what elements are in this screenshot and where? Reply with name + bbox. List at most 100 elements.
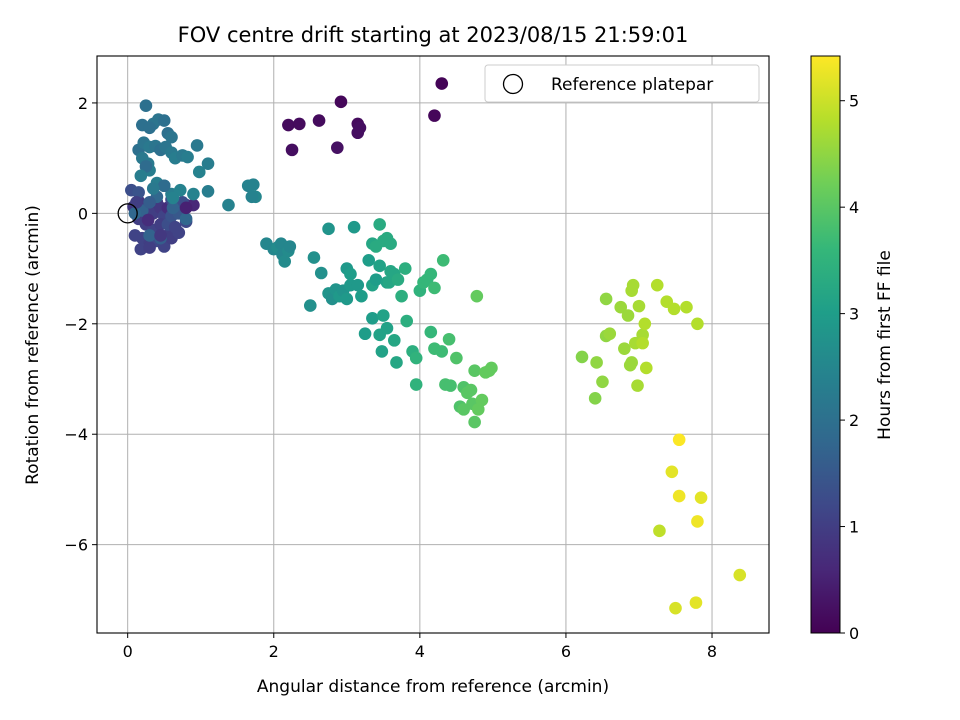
- data-point: [146, 182, 160, 195]
- data-point: [130, 196, 143, 209]
- reference-marker-group: [117, 203, 138, 224]
- data-point: [143, 241, 156, 254]
- x-tick-label: 0: [123, 642, 133, 661]
- data-point: [285, 143, 299, 157]
- y-tick-label: −4: [64, 425, 88, 444]
- colorbar-tick-label: 2: [849, 411, 859, 430]
- data-point: [179, 201, 193, 215]
- data-point: [245, 190, 259, 204]
- data-point: [165, 130, 178, 144]
- data-point: [377, 309, 390, 322]
- data-point: [355, 289, 368, 303]
- colorbar-tick-label: 1: [849, 518, 859, 537]
- colorbar-tick-label: 0: [849, 624, 859, 643]
- data-point: [435, 77, 449, 90]
- data-point: [139, 160, 153, 173]
- data-point: [334, 95, 348, 109]
- data-point: [442, 332, 456, 346]
- data-point: [314, 266, 328, 280]
- colorbar-tick-label: 4: [849, 198, 859, 217]
- colorbar-label: Hours from first FF file: [875, 250, 895, 440]
- data-point: [247, 178, 260, 191]
- data-point: [599, 292, 613, 306]
- data-point: [485, 361, 498, 375]
- data-point: [631, 379, 644, 392]
- data-point: [475, 393, 489, 407]
- data-point: [143, 196, 156, 209]
- legend-reference-marker-icon: [502, 73, 524, 95]
- data-point: [650, 278, 664, 292]
- data-point: [575, 350, 589, 364]
- y-tick-label: −2: [64, 315, 88, 334]
- data-point: [672, 489, 686, 503]
- data-point: [134, 169, 148, 183]
- data-point: [625, 356, 638, 369]
- data-point: [192, 165, 206, 179]
- data-point: [347, 220, 361, 234]
- data-point: [380, 321, 394, 335]
- data-point: [596, 375, 609, 389]
- data-point: [157, 114, 171, 127]
- data-point: [166, 191, 180, 205]
- x-tick-label: 6: [561, 642, 571, 661]
- data-point: [428, 109, 441, 122]
- data-point: [639, 361, 653, 375]
- data-point: [667, 302, 681, 316]
- data-point: [282, 118, 295, 132]
- plot-frame: [96, 55, 770, 634]
- data-point: [409, 378, 423, 391]
- data-point: [278, 255, 292, 268]
- data-point: [362, 253, 376, 267]
- data-point: [435, 345, 449, 358]
- x-tick-label: 4: [415, 642, 425, 661]
- data-point: [322, 222, 335, 236]
- data-point: [444, 379, 457, 392]
- data-point: [344, 267, 357, 281]
- data-point: [409, 351, 423, 365]
- data-point: [179, 212, 193, 226]
- data-point: [400, 314, 414, 328]
- data-point: [733, 568, 747, 582]
- data-point: [638, 317, 652, 331]
- x-tick-label: 2: [269, 642, 279, 661]
- data-point: [168, 220, 182, 234]
- data-point: [154, 229, 167, 242]
- data-point: [398, 262, 412, 275]
- data-point: [187, 187, 200, 201]
- data-point: [424, 267, 438, 281]
- data-point: [190, 139, 204, 152]
- data-point: [128, 207, 142, 220]
- data-point: [428, 281, 441, 295]
- data-points: [125, 77, 747, 615]
- data-point: [665, 465, 679, 479]
- data-point: [603, 327, 617, 341]
- data-point: [387, 334, 401, 347]
- y-tick-label: 0: [78, 204, 88, 223]
- data-point: [588, 392, 602, 405]
- data-point: [626, 278, 640, 292]
- colorbar-tick-label: 5: [849, 92, 859, 111]
- data-point: [618, 342, 631, 355]
- x-tick-label: 8: [707, 642, 717, 661]
- data-point: [201, 184, 215, 198]
- data-point: [366, 311, 379, 325]
- data-point: [331, 141, 344, 154]
- data-point: [307, 251, 321, 264]
- data-point: [468, 364, 481, 378]
- colorbar-ticks: 0 1 2 3 4 5: [840, 92, 859, 643]
- data-point: [141, 213, 155, 227]
- data-point: [143, 229, 156, 242]
- data-point: [691, 515, 704, 528]
- data-point: [470, 289, 484, 303]
- chart-title: FOV centre drift starting at 2023/08/15 …: [178, 23, 689, 47]
- y-tick-label: 2: [78, 94, 88, 113]
- data-point: [373, 218, 386, 231]
- colorbar-tick-label: 3: [849, 305, 859, 324]
- data-point: [680, 300, 693, 314]
- data-point: [303, 299, 317, 312]
- data-point: [166, 201, 180, 215]
- data-point: [632, 299, 646, 313]
- data-point: [143, 121, 156, 135]
- colorbar: 0 1 2 3 4 5 Hours from first FF file: [810, 55, 895, 643]
